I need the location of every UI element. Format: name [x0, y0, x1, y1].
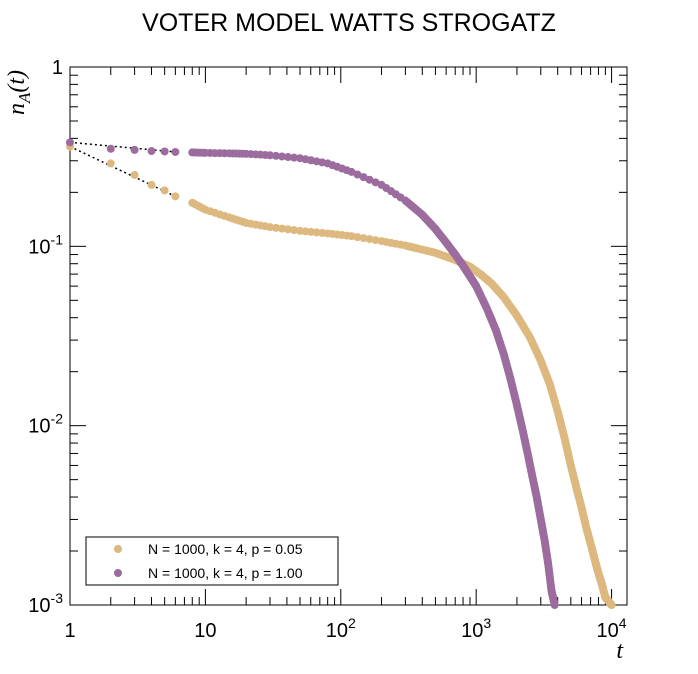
- data-point: [284, 153, 293, 162]
- data-point: [278, 152, 287, 161]
- x-tick-label: 1: [64, 620, 75, 642]
- data-point: [130, 170, 139, 179]
- data-point: [106, 144, 115, 153]
- axis-tick-labels: 1 10 102 103 104 10-3 10-2 10-1 1: [28, 57, 627, 642]
- data-point: [106, 159, 115, 168]
- data-point: [265, 151, 274, 160]
- data-point: [130, 145, 139, 154]
- axis-ticks: [69, 66, 627, 606]
- legend-marker-series-1: [114, 545, 122, 553]
- data-point: [171, 192, 180, 201]
- series-2: [66, 138, 559, 609]
- data-point: [359, 173, 368, 182]
- data-point: [290, 226, 299, 235]
- data-point: [359, 234, 368, 243]
- data-point: [66, 138, 74, 147]
- y-tick-label: 10-3: [28, 590, 63, 617]
- data-point: [284, 225, 293, 234]
- fit-line-series-2: [69, 141, 176, 153]
- legend-marker-series-2: [114, 569, 122, 577]
- x-tick-label: 103: [461, 615, 491, 642]
- data-point: [365, 175, 374, 184]
- data-point: [371, 236, 380, 245]
- legend-label-series-2: N = 1000, k = 4, p = 1.00: [148, 565, 303, 581]
- data-point: [160, 186, 169, 195]
- x-tick-label: 10: [194, 620, 216, 642]
- legend-label-series-1: N = 1000, k = 4, p = 0.05: [148, 541, 303, 557]
- data-point: [147, 180, 156, 189]
- y-tick-label: 10-2: [28, 411, 63, 438]
- data-point: [271, 151, 280, 160]
- legend: N = 1000, k = 4, p = 0.05 N = 1000, k = …: [85, 536, 339, 586]
- data-point: [353, 233, 362, 242]
- data-point: [347, 232, 356, 241]
- data-point: [147, 147, 156, 156]
- data-point: [371, 178, 380, 187]
- data-point: [365, 235, 374, 244]
- plot-frame: [69, 66, 628, 606]
- legend-box: [85, 536, 339, 586]
- y-axis-label: nA(t): [4, 70, 34, 115]
- data-point: [607, 601, 616, 609]
- x-tick-label: 102: [326, 615, 356, 642]
- data-point: [171, 147, 180, 156]
- data-point: [290, 153, 299, 162]
- y-tick-label: 10-1: [28, 231, 63, 258]
- data-point: [550, 601, 559, 609]
- fit-line-series-1: [69, 145, 176, 198]
- data-point: [271, 223, 280, 232]
- data-point: [160, 147, 169, 156]
- x-axis-label: t: [616, 638, 624, 664]
- fit-lines: [69, 141, 176, 198]
- data-point: [265, 223, 274, 232]
- data-point: [347, 167, 356, 176]
- data-series: [66, 138, 616, 609]
- data-point: [278, 224, 287, 233]
- x-tick-label: 104: [597, 615, 627, 642]
- chart-title: VOTER MODEL WATTS STROGATZ: [142, 9, 556, 37]
- y-tick-label: 1: [52, 57, 63, 79]
- data-point: [353, 170, 362, 179]
